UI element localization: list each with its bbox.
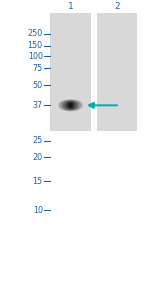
Text: 75: 75 bbox=[33, 64, 43, 73]
Ellipse shape bbox=[58, 100, 82, 111]
Bar bbox=[50, 13, 91, 131]
Text: 1: 1 bbox=[68, 1, 73, 11]
Ellipse shape bbox=[60, 100, 81, 110]
Text: 37: 37 bbox=[33, 101, 43, 110]
Text: 150: 150 bbox=[28, 41, 43, 50]
Ellipse shape bbox=[68, 103, 74, 108]
Text: 50: 50 bbox=[33, 81, 43, 90]
Text: 25: 25 bbox=[33, 137, 43, 145]
Text: 100: 100 bbox=[28, 52, 43, 61]
Text: 10: 10 bbox=[33, 206, 43, 215]
Ellipse shape bbox=[65, 102, 76, 109]
Ellipse shape bbox=[69, 103, 72, 107]
Text: 20: 20 bbox=[33, 153, 43, 162]
Text: 15: 15 bbox=[33, 177, 43, 186]
Ellipse shape bbox=[63, 101, 78, 110]
Text: 250: 250 bbox=[27, 29, 43, 38]
Text: 2: 2 bbox=[114, 1, 120, 11]
Bar bbox=[97, 13, 137, 131]
